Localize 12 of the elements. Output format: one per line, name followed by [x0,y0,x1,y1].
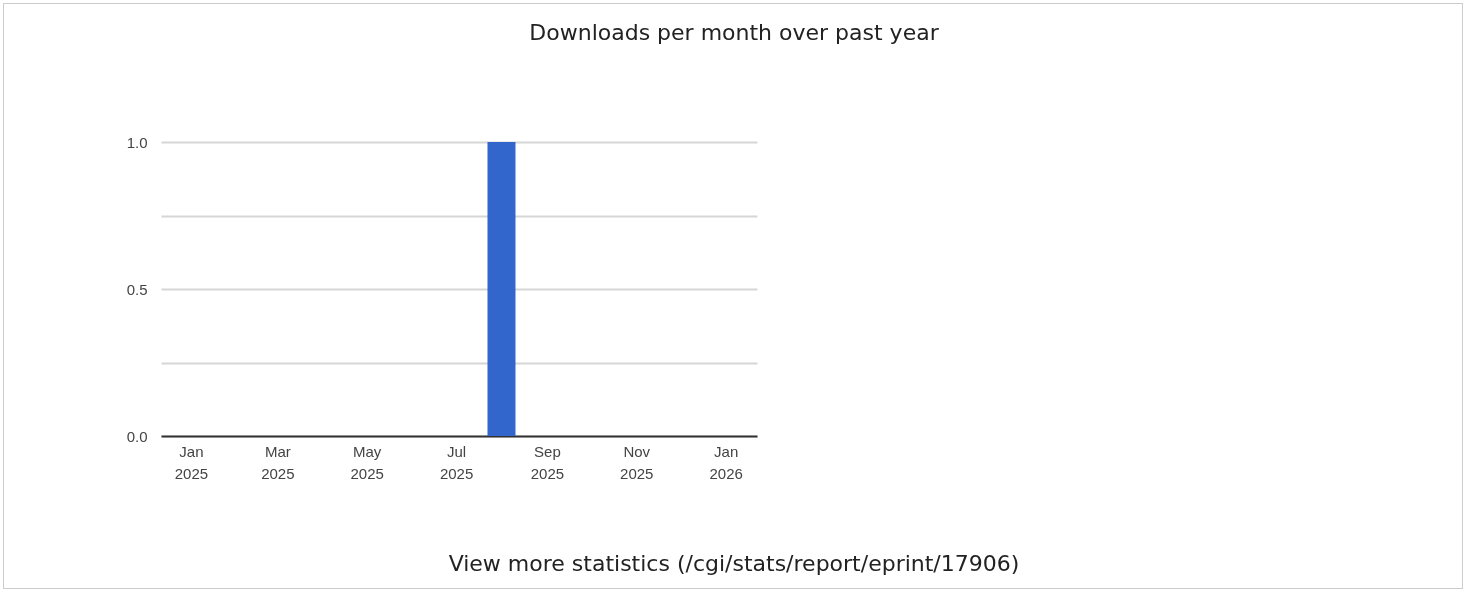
y-tick-label: 1.0 [126,133,148,151]
chart-title: Downloads per month over past year [528,20,940,45]
x-tick-label: Jan 2026 [709,442,743,482]
y-tick-label: 0.0 [126,427,148,445]
y-tick-label: 0.5 [126,280,148,298]
x-tick-label: Sep 2025 [530,442,565,482]
x-tick-label: Jan 2025 [174,442,209,482]
x-tick-label: Nov 2025 [620,442,654,482]
text: View more statistics (/cgi/stats/report/eprint/17906) [447,551,1021,576]
x-tick-label: May 2025 [350,442,384,482]
x-tick-label: Jul 2025 [439,442,474,482]
x-tick-label: Mar 2025 [261,442,295,482]
